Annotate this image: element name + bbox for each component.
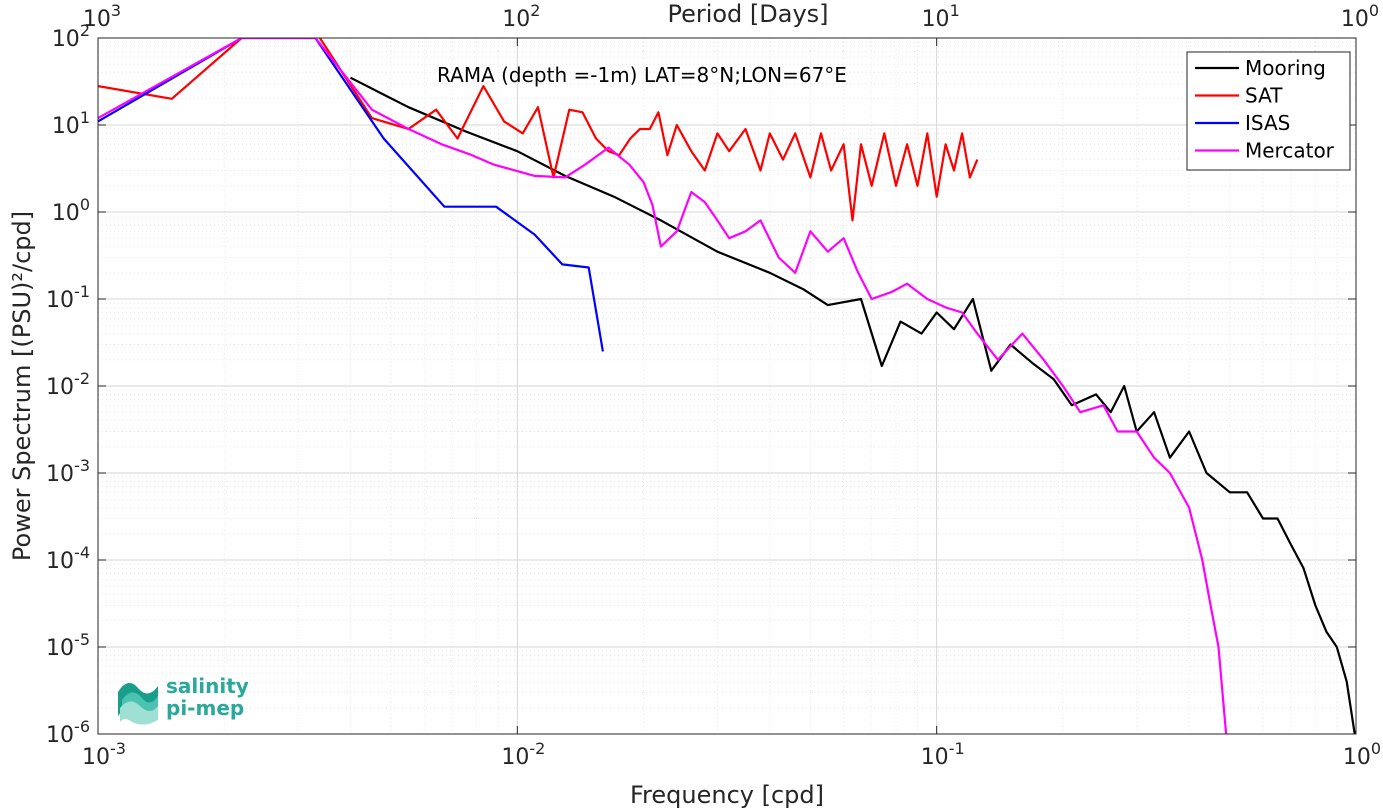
series-layer [98,38,1356,734]
top-tick-label: 102 [502,1,540,32]
y-tick-label: 10-4 [46,543,90,574]
salinity-pi-mep-logo: salinity pi-mep [118,674,249,725]
legend-label-sat: SAT [1245,84,1283,108]
y-tick-label: 101 [52,108,90,139]
y-axis-label: Power Spectrum [(PSU)²/cpd] [8,211,36,561]
top-tick-label: 100 [1341,1,1379,32]
chart-title: RAMA (depth =-1m) LAT=8°N;LON=67°E [437,63,847,87]
x-tick-label: 10-2 [501,739,545,770]
top-tick-label: 101 [922,1,960,32]
x-tick-label: 10-1 [921,739,965,770]
legend-label-mooring: Mooring [1245,56,1326,80]
y-tick-label: 102 [52,21,90,52]
legend-label-isas: ISAS [1245,111,1290,135]
y-tick-label: 10-6 [46,717,90,748]
logo-text-line1: salinity [166,674,249,698]
y-tick-label: 100 [52,195,90,226]
y-tick-label: 10-1 [46,282,90,313]
y-tick-label: 10-3 [46,456,90,487]
series-line-mooring [350,76,1356,734]
logo-text-line2: pi-mep [166,696,244,720]
top-axis-label: Period [Days] [667,0,828,28]
y-tick-label: 10-2 [46,369,90,400]
y-tick-label: 10-5 [46,630,90,661]
top-tick-label: 103 [83,1,121,32]
wave-icon [118,682,158,725]
x-tick-label: 100 [1343,739,1381,770]
grid-lines [97,38,1356,735]
series-line-isas [98,38,604,352]
x-tick-label: 10-3 [82,739,126,770]
series-line-sat [98,38,979,222]
legend: Mooring SAT ISAS Mercator [1186,51,1351,171]
series-line-mercator [98,38,1228,734]
x-axis-label: Frequency [cpd] [630,781,824,809]
legend-label-mercator: Mercator [1245,139,1335,163]
